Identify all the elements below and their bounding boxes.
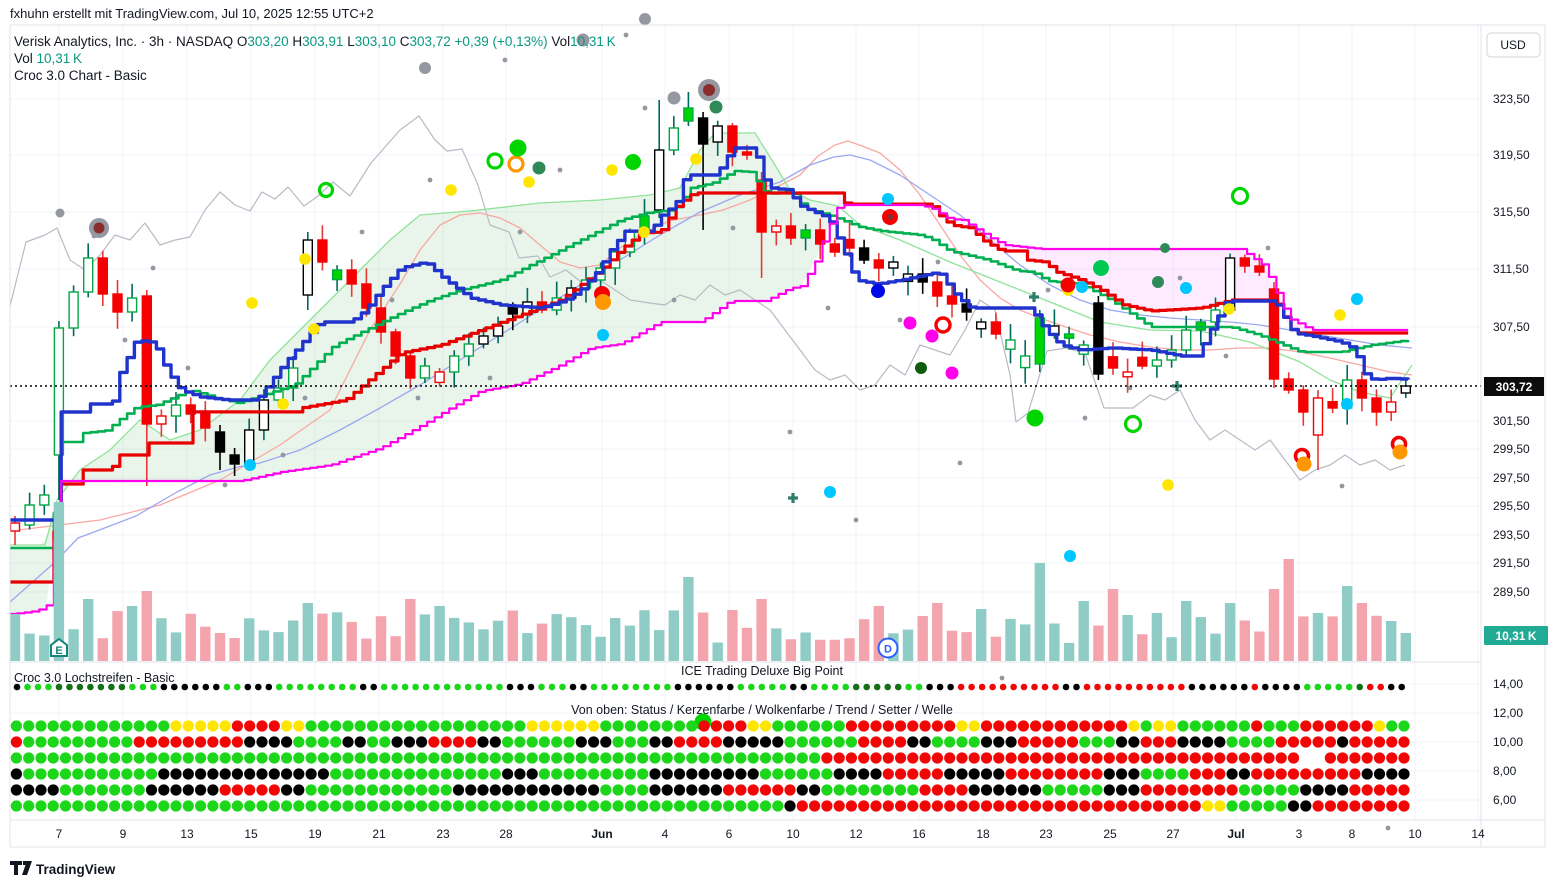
svg-text:18: 18 <box>976 827 990 841</box>
svg-text:TradingView: TradingView <box>36 862 116 877</box>
svg-text:Verisk Analytics, Inc. · 3h ·: Verisk Analytics, Inc. · 3h · NASDAQ O30… <box>14 34 616 49</box>
svg-text:299,50: 299,50 <box>1493 442 1530 456</box>
svg-text:301,50: 301,50 <box>1493 414 1530 428</box>
svg-text:10: 10 <box>786 827 800 841</box>
svg-text:fxhuhn erstellt mit TradingVie: fxhuhn erstellt mit TradingView.com, Jul… <box>10 6 374 21</box>
svg-text:319,50: 319,50 <box>1493 148 1530 162</box>
svg-text:19: 19 <box>308 827 322 841</box>
svg-text:Vol 10,31 K: Vol 10,31 K <box>14 51 82 66</box>
svg-text:10,00: 10,00 <box>1493 735 1523 749</box>
svg-text:293,50: 293,50 <box>1493 528 1530 542</box>
svg-text:USD: USD <box>1500 38 1526 52</box>
svg-text:Jul: Jul <box>1227 827 1244 841</box>
svg-text:D: D <box>884 644 892 656</box>
svg-text:23: 23 <box>436 827 450 841</box>
svg-text:7: 7 <box>56 827 63 841</box>
svg-text:8,00: 8,00 <box>1493 764 1517 778</box>
svg-text:12,00: 12,00 <box>1493 706 1523 720</box>
svg-text:28: 28 <box>499 827 513 841</box>
svg-text:3: 3 <box>1296 827 1303 841</box>
svg-text:12: 12 <box>849 827 863 841</box>
svg-text:6,00: 6,00 <box>1493 793 1517 807</box>
svg-text:13: 13 <box>180 827 194 841</box>
svg-text:297,50: 297,50 <box>1493 471 1530 485</box>
svg-text:295,50: 295,50 <box>1493 499 1530 513</box>
svg-text:21: 21 <box>372 827 386 841</box>
svg-text:Croc 3.0 Lochstreifen - Basic: Croc 3.0 Lochstreifen - Basic <box>14 671 175 685</box>
svg-text:291,50: 291,50 <box>1493 556 1530 570</box>
svg-text:315,50: 315,50 <box>1493 205 1530 219</box>
svg-text:311,50: 311,50 <box>1493 262 1529 276</box>
svg-text:9: 9 <box>120 827 127 841</box>
svg-text:303,72: 303,72 <box>1496 380 1533 394</box>
svg-text:Jun: Jun <box>591 827 612 841</box>
svg-text:8: 8 <box>1349 827 1356 841</box>
svg-text:ICE Trading Deluxe Big Point: ICE Trading Deluxe Big Point <box>681 664 843 678</box>
svg-text:Von oben: Status / Kerzenfarbe: Von oben: Status / Kerzenfarbe / Wolkenf… <box>571 703 953 717</box>
svg-text:27: 27 <box>1166 827 1180 841</box>
svg-text:10: 10 <box>1408 827 1422 841</box>
svg-text:289,50: 289,50 <box>1493 585 1530 599</box>
svg-text:15: 15 <box>244 827 258 841</box>
svg-text:323,50: 323,50 <box>1493 92 1530 106</box>
svg-text:25: 25 <box>1103 827 1117 841</box>
svg-text:10,31 K: 10,31 K <box>1495 629 1536 643</box>
svg-text:4: 4 <box>662 827 669 841</box>
svg-text:14: 14 <box>1471 827 1485 841</box>
svg-text:6: 6 <box>726 827 733 841</box>
svg-text:307,50: 307,50 <box>1493 320 1530 334</box>
svg-text:16: 16 <box>912 827 926 841</box>
svg-text:Croc 3.0 Chart - Basic: Croc 3.0 Chart - Basic <box>14 68 147 83</box>
svg-text:14,00: 14,00 <box>1493 677 1523 691</box>
svg-text:23: 23 <box>1039 827 1053 841</box>
svg-text:E: E <box>55 645 62 657</box>
